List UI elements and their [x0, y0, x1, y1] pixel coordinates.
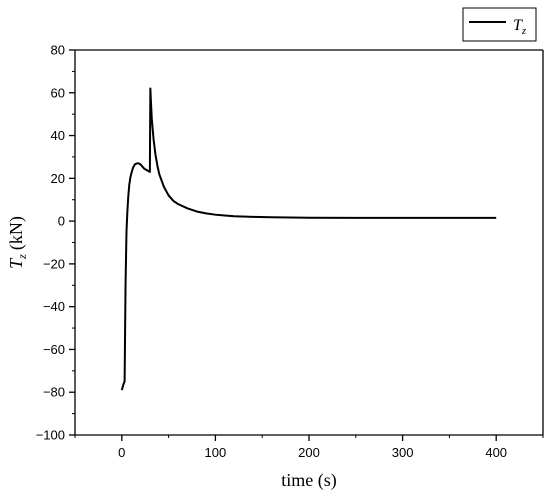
- legend: Tz: [462, 7, 537, 42]
- y-axis-title: Tz (kN): [6, 216, 29, 269]
- y-tick-label: −20: [43, 256, 65, 271]
- y-tick-label: 60: [51, 85, 65, 100]
- plot-frame: [74, 49, 544, 436]
- y-tick-label: 20: [51, 171, 65, 186]
- legend-box: [462, 7, 537, 42]
- y-tick-label: −100: [36, 428, 65, 443]
- x-tick-label: 0: [118, 445, 125, 460]
- y-axis-subscript: z: [15, 254, 29, 260]
- y-ticks: −100 −80 −60 −40 −20 0 20 40 60 80: [36, 43, 75, 443]
- x-tick-label: 400: [485, 445, 507, 460]
- y-tick-label: −80: [43, 385, 65, 400]
- y-axis-symbol: T: [6, 257, 26, 269]
- y-tick-label: −40: [43, 299, 65, 314]
- y-tick-label: 0: [58, 214, 65, 229]
- y-tick-label: 40: [51, 128, 65, 143]
- y-tick-label: 80: [51, 43, 65, 58]
- x-ticks: 0 100 200 300 400: [74, 435, 544, 460]
- x-tick-label: 100: [205, 445, 227, 460]
- x-tick-label: 200: [298, 445, 320, 460]
- y-axis-unit: (kN): [6, 216, 27, 250]
- x-tick-label: 300: [392, 445, 414, 460]
- legend-label: Tz: [513, 17, 527, 37]
- y-tick-label: −60: [43, 342, 65, 357]
- series-line-tz: [120, 87, 497, 391]
- x-axis-title: time (s): [281, 470, 337, 491]
